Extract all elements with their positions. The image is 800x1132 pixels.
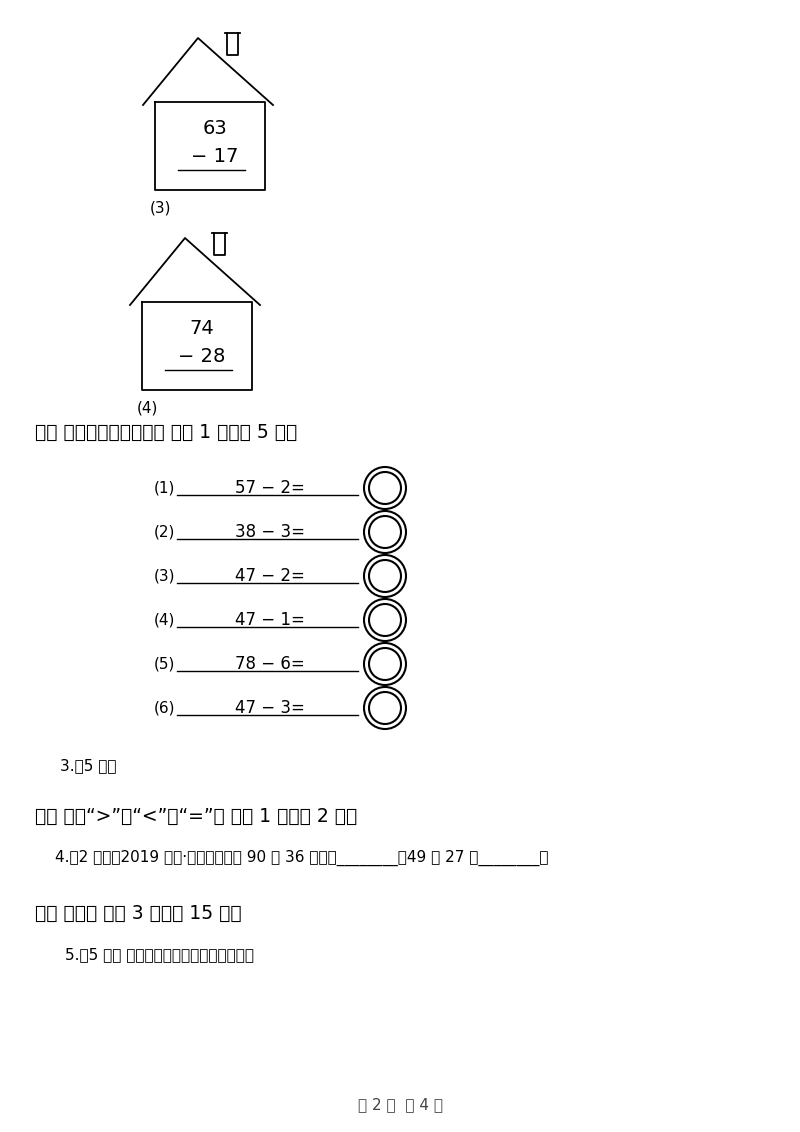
Text: 38 − 3=: 38 − 3= xyxy=(235,523,305,541)
Text: 5.（5 分） 把得数相同的涂上同样的颜色。: 5.（5 分） 把得数相同的涂上同样的颜色。 xyxy=(65,947,254,962)
Text: 第 2 页  共 4 页: 第 2 页 共 4 页 xyxy=(358,1098,442,1113)
Text: − 28: − 28 xyxy=(178,346,226,366)
Text: 四、 填上“>”、“<”或“=”。 （共 1 题；共 2 分）: 四、 填上“>”、“<”或“=”。 （共 1 题；共 2 分） xyxy=(35,806,358,825)
Text: 3.（5 分）: 3.（5 分） xyxy=(60,758,117,773)
Text: 五、 应用题 （共 3 题；共 15 分）: 五、 应用题 （共 3 题；共 15 分） xyxy=(35,903,242,923)
Text: 47 − 2=: 47 − 2= xyxy=(235,567,305,585)
Text: 78 − 6=: 78 − 6= xyxy=(235,655,305,674)
Text: (3): (3) xyxy=(150,200,171,215)
Text: 4.（2 分）（2019 二上·石林期中）比 90 少 36 的数是________，49 比 27 多________。: 4.（2 分）（2019 二上·石林期中）比 90 少 36 的数是______… xyxy=(55,850,549,866)
Text: (6): (6) xyxy=(154,701,175,715)
Text: (4): (4) xyxy=(154,612,175,627)
Text: (2): (2) xyxy=(154,524,175,540)
Text: (5): (5) xyxy=(154,657,175,671)
Text: 47 − 3=: 47 − 3= xyxy=(235,698,305,717)
Text: 三、 数学卫士。（改错） （共 1 题；共 5 分）: 三、 数学卫士。（改错） （共 1 题；共 5 分） xyxy=(35,422,298,441)
Text: (4): (4) xyxy=(137,401,158,415)
Text: 63: 63 xyxy=(202,119,227,137)
Text: 74: 74 xyxy=(190,318,214,337)
Text: 57 − 2=: 57 − 2= xyxy=(235,479,305,497)
Text: 47 − 1=: 47 − 1= xyxy=(235,611,305,629)
Text: (1): (1) xyxy=(154,480,175,496)
Text: (3): (3) xyxy=(154,568,175,583)
Text: − 17: − 17 xyxy=(191,146,238,165)
